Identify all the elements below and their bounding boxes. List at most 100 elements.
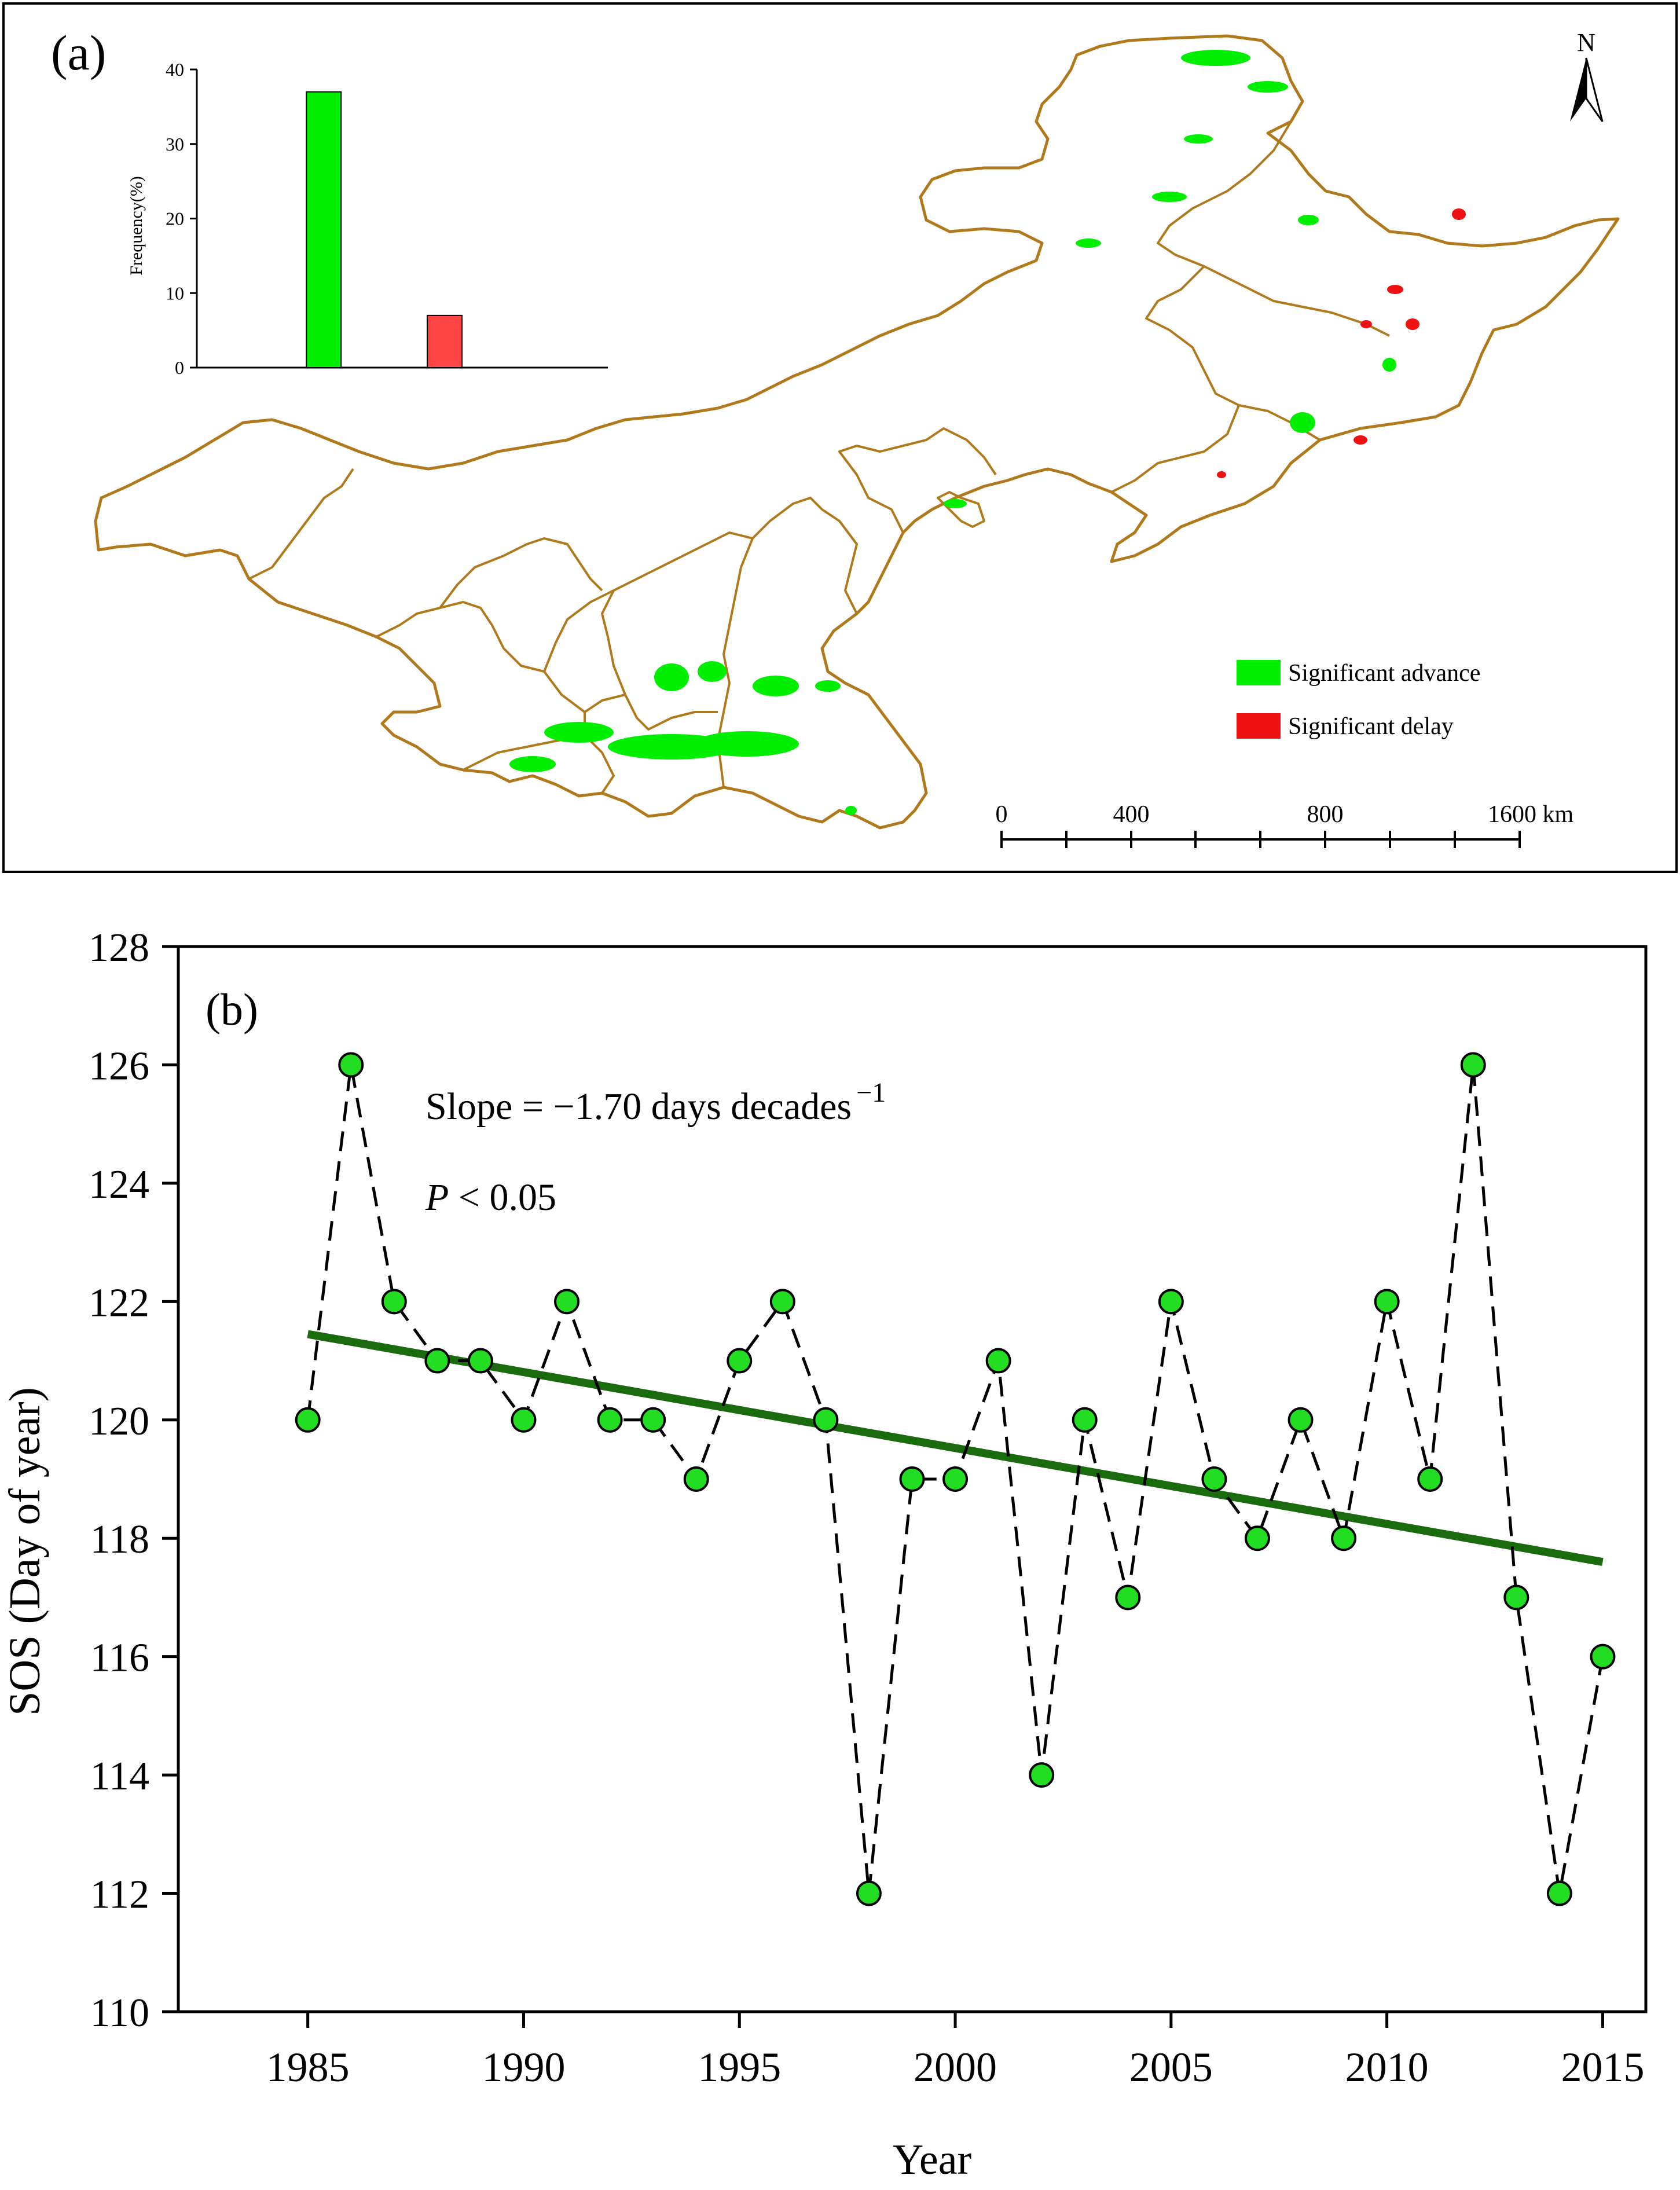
plot-frame <box>177 945 1648 2013</box>
region-map <box>94 34 1620 830</box>
data-point-1990 <box>511 1407 537 1433</box>
p-value-annotation: P < 0.05 <box>425 1176 556 1219</box>
inset-y-tick-label: 10 <box>166 283 184 303</box>
scale-bar <box>1000 831 1521 848</box>
inset-y-tick-label: 40 <box>166 59 184 80</box>
x-tick-label: 1995 <box>698 2044 781 2090</box>
panel-b: 110 112 114 116 118 120 122 124 126 128 1985 1990 1… <box>0 886 1680 2187</box>
delay-patches <box>1217 208 1466 478</box>
map-province-border-7 <box>601 531 753 731</box>
data-point-2005 <box>1158 1289 1184 1315</box>
data-point-1992 <box>597 1407 623 1433</box>
inset-frequency-chart: Frequency(%) 0 10 20 30 40 <box>127 59 608 378</box>
legend-label-delay: Significant delay <box>1288 713 1454 740</box>
data-point-2012 <box>1460 1052 1486 1078</box>
data-point-1999 <box>899 1466 925 1492</box>
data-point-1988 <box>424 1348 450 1374</box>
data-point-2009 <box>1331 1525 1357 1551</box>
slope-annotation: Slope = −1.70 days decades −1 <box>425 1077 886 1128</box>
y-tick-label: 114 <box>90 1754 149 1799</box>
inset-y-ticks: 0 10 20 30 40 <box>166 59 197 378</box>
data-point-2002 <box>1029 1762 1055 1788</box>
map-province-border-4 <box>838 427 997 533</box>
y-tick-label: 126 <box>89 1044 149 1088</box>
map-province-border-6 <box>717 497 858 788</box>
data-point-1996 <box>769 1289 795 1315</box>
map-legend: Significant advance Significant delay <box>1237 660 1480 740</box>
scale-label-400: 400 <box>1113 801 1150 828</box>
data-point-1993 <box>640 1407 666 1433</box>
north-arrow-right-icon <box>1585 57 1604 122</box>
x-tick-label: 2015 <box>1561 2044 1644 2090</box>
advance-patches <box>509 50 1396 815</box>
data-point-2008 <box>1287 1407 1314 1433</box>
trend-line <box>307 1330 1604 1567</box>
x-axis-label: Year <box>893 2136 971 2184</box>
y-tick-label: 124 <box>89 1162 149 1207</box>
y-tick-label: 128 <box>89 926 149 970</box>
inset-bar-advance <box>306 91 342 368</box>
scale-label-1600: 1600 km <box>1488 801 1574 828</box>
x-tick-label: 2005 <box>1129 2044 1213 2090</box>
data-point-2006 <box>1201 1466 1227 1492</box>
map-outer-boundary <box>94 34 1620 830</box>
scale-label-800: 800 <box>1307 801 1344 828</box>
y-tick-label: 118 <box>90 1517 149 1562</box>
data-point-1991 <box>554 1289 580 1315</box>
x-tick-label: 1985 <box>266 2044 350 2090</box>
y-tick-label: 120 <box>89 1399 149 1444</box>
panel-a-label: (a) <box>51 25 106 80</box>
panel-a-frame <box>2 2 1678 873</box>
x-tick-label: 2000 <box>914 2044 997 2090</box>
scale-bar-labels: 0 400 800 1600 km <box>996 801 1574 828</box>
map-province-border-10 <box>376 601 545 673</box>
legend-label-advance: Significant advance <box>1288 660 1480 687</box>
scale-label-0: 0 <box>996 801 1008 828</box>
data-point-1986 <box>338 1052 364 1078</box>
y-tick-label: 112 <box>90 1873 149 1917</box>
north-label: N <box>1577 28 1595 57</box>
sos-markers <box>295 1052 1616 1906</box>
data-point-1994 <box>683 1466 709 1492</box>
map-province-border-5 <box>937 491 985 528</box>
y-tick-label: 122 <box>89 1281 149 1325</box>
panel-a: (a) <box>0 0 1680 886</box>
y-tick-label: 116 <box>90 1636 149 1681</box>
map-province-border-9 <box>543 589 614 713</box>
north-arrow-left-icon <box>1570 58 1586 122</box>
data-point-2000 <box>942 1466 969 1492</box>
data-point-2014 <box>1546 1880 1572 1906</box>
data-point-2011 <box>1417 1466 1443 1492</box>
data-point-1997 <box>813 1407 839 1433</box>
inset-bar-delay <box>427 314 463 368</box>
map-province-border-2 <box>1145 265 1321 441</box>
inset-bars <box>306 91 463 368</box>
panel-b-label: (b) <box>206 984 258 1035</box>
data-point-2001 <box>985 1348 1011 1374</box>
data-point-1985 <box>295 1407 321 1433</box>
inset-y-axis-label: Frequency(%) <box>127 176 146 276</box>
x-tick-label: 2010 <box>1345 2044 1429 2090</box>
data-point-2010 <box>1374 1289 1400 1315</box>
y-tick-label: 110 <box>90 1991 149 2035</box>
x-axis-ticks: 1985 1990 1995 2000 2005 2010 2015 <box>266 2012 1644 2090</box>
north-arrow: N <box>1570 28 1604 122</box>
inset-y-tick-label: 30 <box>166 134 184 155</box>
map-province-border-12 <box>248 468 354 580</box>
panel-a-svg: (a) <box>2 2 1678 873</box>
map-province-border-1 <box>1157 120 1390 337</box>
x-tick-label: 1990 <box>482 2044 565 2090</box>
data-point-1998 <box>856 1880 882 1906</box>
data-point-2015 <box>1590 1644 1616 1670</box>
data-point-2013 <box>1503 1584 1529 1611</box>
data-point-2003 <box>1072 1407 1098 1433</box>
data-point-1987 <box>381 1289 407 1315</box>
map-province-border-3 <box>1111 405 1240 493</box>
data-point-2004 <box>1115 1584 1141 1611</box>
legend-swatch-advance <box>1237 660 1281 685</box>
data-point-2007 <box>1244 1525 1270 1551</box>
inset-y-tick-label: 20 <box>166 208 184 229</box>
inset-y-tick-label: 0 <box>175 357 184 378</box>
data-point-1995 <box>727 1348 753 1374</box>
